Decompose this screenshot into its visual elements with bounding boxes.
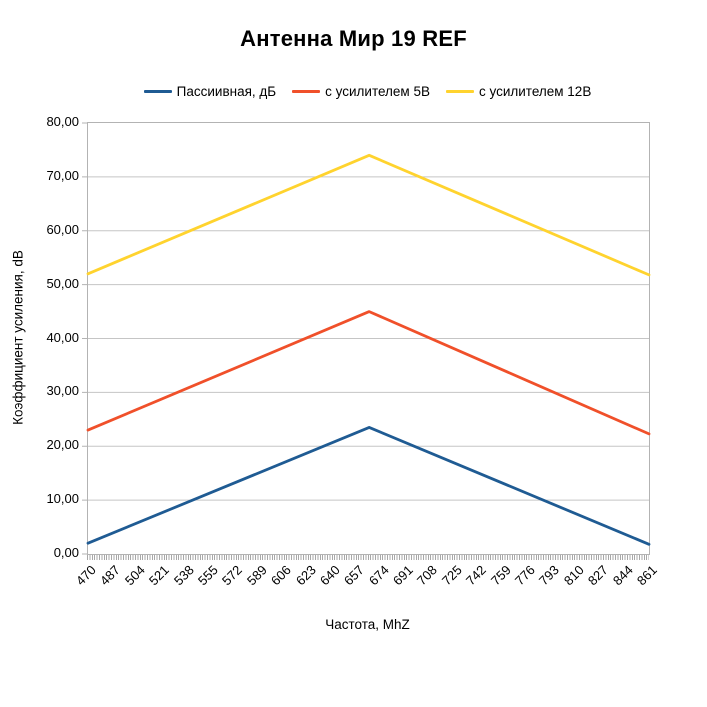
plot-area [82,122,651,555]
legend-label: Пассиивная, дБ [176,84,277,99]
y-tick-label: 20,00 [46,437,79,453]
x-axis-minor-ticks [87,555,649,560]
chart-title: Антенна Мир 19 REF [240,26,467,51]
y-tick-label: 0,00 [53,545,79,560]
y-tick-label: 30,00 [46,383,79,399]
legend-label: с усилителем 5В [325,84,430,99]
legend-item: с усилителем 5В [292,84,430,99]
plot-svg [82,122,651,555]
legend-line-swatch [445,90,474,93]
legend-item: Пассиивная, дБ [143,84,277,99]
legend-label: с усилителем 12В [478,84,592,99]
y-tick-label: 60,00 [46,221,79,237]
y-tick-label: 10,00 [46,491,79,507]
y-tick-label: 80,00 [46,114,79,129]
y-tick-label: 40,00 [46,329,79,345]
y-tick-label: 70,00 [46,167,79,183]
x-axis-title: Частота, MhZ [325,617,410,632]
y-tick-label: 50,00 [46,275,79,291]
legend-line-swatch [292,90,321,93]
legend: Пассиивная, дБ с усилителем 5В с усилителе… [87,84,648,99]
y-axis-title: Коэффициент усиления, dB [10,250,26,425]
legend-item: с усилителем 12В [445,84,592,99]
legend-line-swatch [143,90,172,93]
